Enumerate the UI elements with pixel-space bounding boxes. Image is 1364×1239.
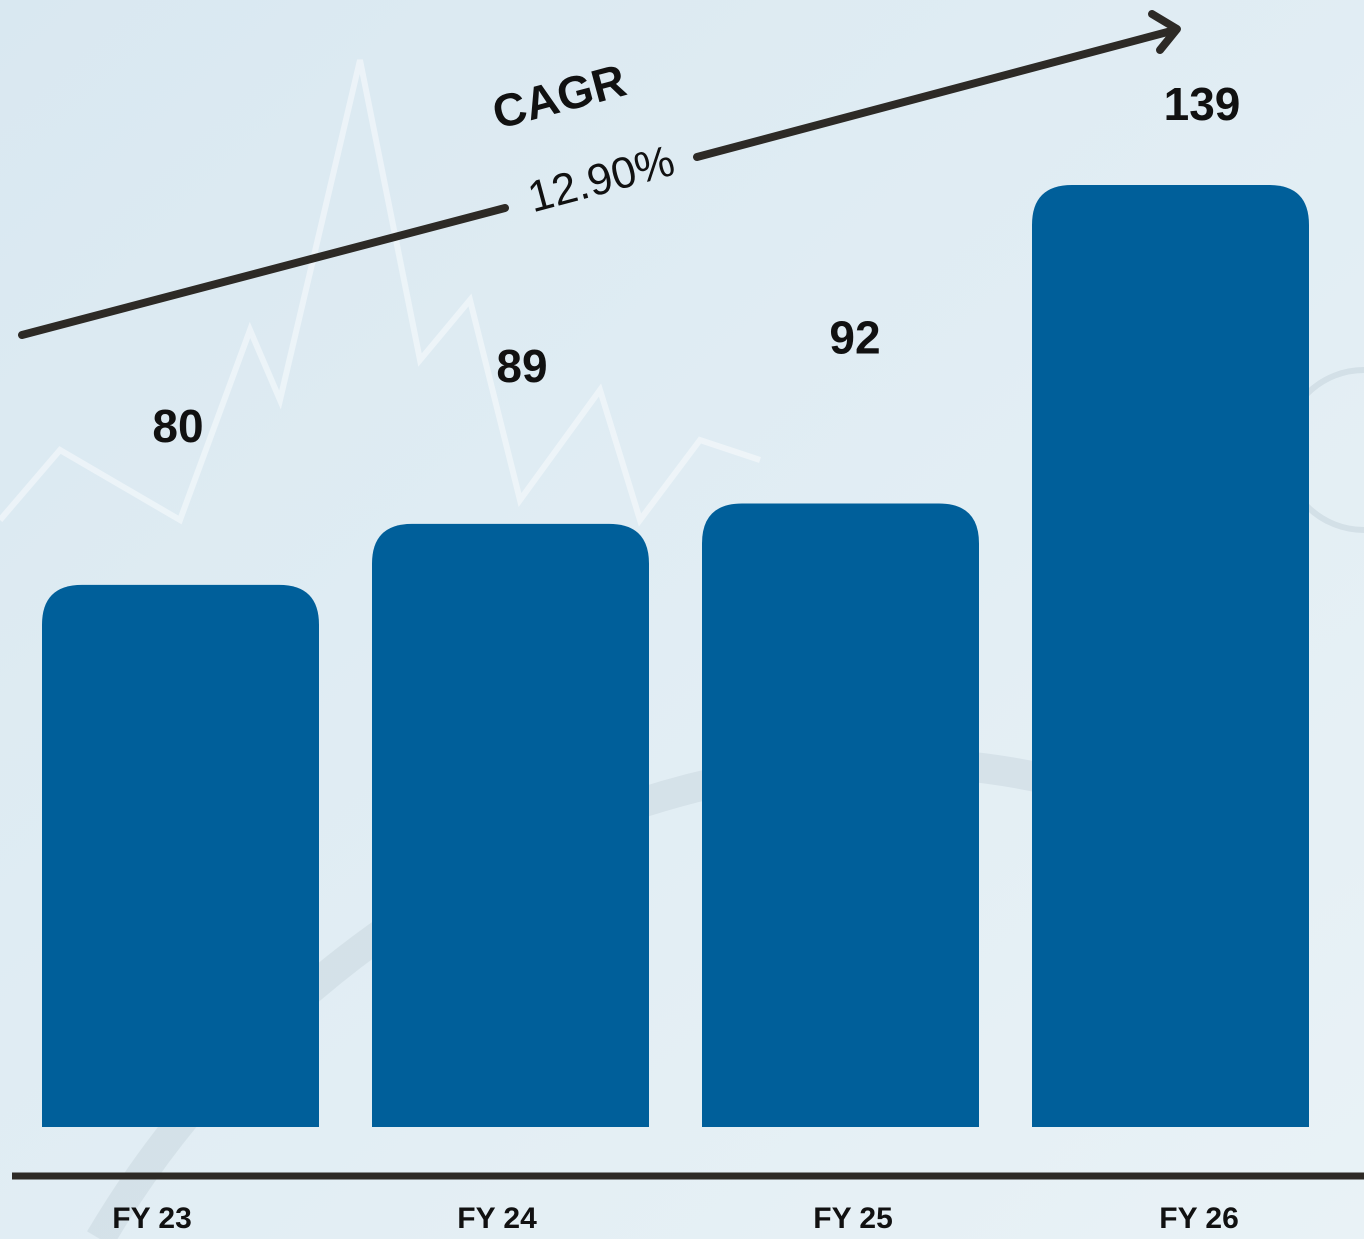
bar xyxy=(1032,185,1309,1127)
value-label: 89 xyxy=(496,340,547,392)
arrow-head xyxy=(1148,10,1181,54)
x-tick-label: FY 23 xyxy=(112,1202,192,1235)
x-tick-label: FY 26 xyxy=(1159,1202,1239,1235)
value-label: 80 xyxy=(152,400,203,452)
bar xyxy=(372,523,649,1127)
arrow-line xyxy=(693,26,1179,161)
bar xyxy=(702,503,979,1128)
value-label: 139 xyxy=(1164,78,1241,130)
x-tick-label: FY 25 xyxy=(813,1202,893,1235)
arrow-line xyxy=(18,204,509,339)
value-label: 92 xyxy=(829,312,880,364)
bar xyxy=(42,584,319,1127)
cagr-arrow xyxy=(18,10,1181,339)
x-tick-label: FY 24 xyxy=(457,1202,537,1235)
plot-area: 80 FY 23 89 FY 24 92 FY 25 139 FY 26 xyxy=(42,78,1309,1235)
